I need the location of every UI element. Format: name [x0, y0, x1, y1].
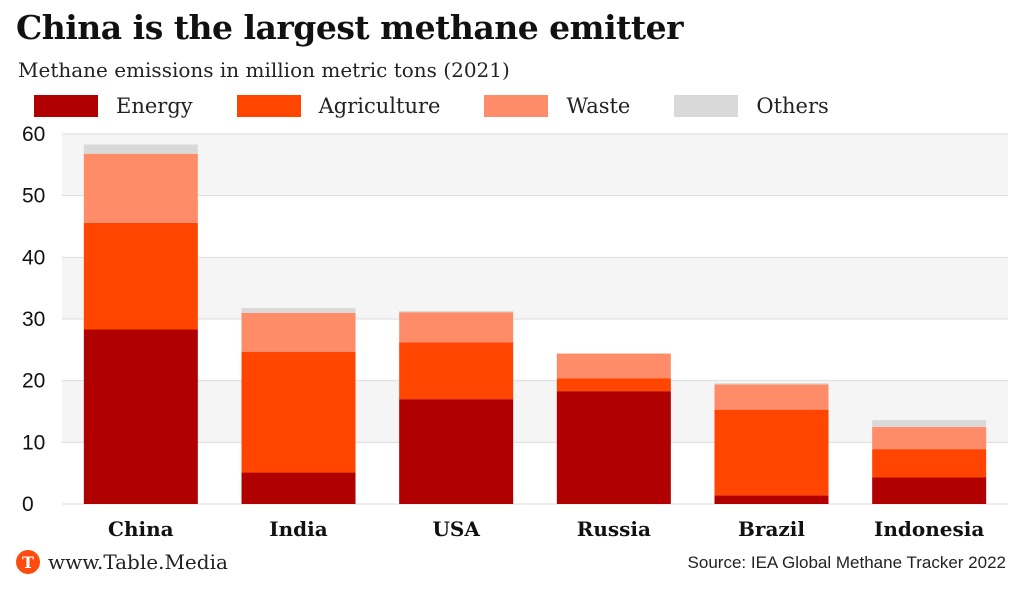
- x-tick-label: Russia: [577, 517, 651, 541]
- y-tick-label: 60: [22, 124, 45, 146]
- legend-item-agriculture: Agriculture: [236, 94, 441, 118]
- brand-url: www.Table.Media: [48, 550, 228, 574]
- legend-item-others: Others: [674, 94, 829, 118]
- bar-segment-others: [399, 310, 514, 313]
- y-tick-label: 20: [22, 370, 45, 393]
- bar-segment-waste: [399, 312, 514, 343]
- brand-logo-icon: T: [16, 550, 40, 574]
- y-tick-label: 50: [22, 185, 45, 208]
- bar-segment-waste: [241, 312, 356, 352]
- bar-segment-energy: [872, 477, 987, 504]
- y-tick-label: 30: [22, 308, 45, 331]
- bar-segment-energy: [241, 472, 356, 504]
- bar-segment-others: [714, 383, 829, 385]
- grid-band: [62, 319, 1008, 381]
- legend: Energy Agriculture Waste Others: [34, 94, 873, 118]
- bar-segment-agriculture: [714, 409, 829, 496]
- bar-segment-agriculture: [556, 378, 671, 392]
- legend-item-waste: Waste: [484, 94, 630, 118]
- grid-band: [62, 257, 1008, 319]
- bar-segment-energy: [83, 329, 198, 504]
- x-tick-label: Brazil: [738, 517, 805, 541]
- legend-swatch-agriculture: [236, 95, 301, 117]
- x-tick-label: India: [269, 517, 327, 541]
- y-tick-label: 10: [22, 431, 45, 454]
- bar-segment-waste: [714, 384, 829, 410]
- bar-segment-agriculture: [399, 342, 514, 400]
- source-note: Source: IEA Global Methane Tracker 2022: [687, 553, 1006, 572]
- bar-segment-others: [83, 144, 198, 154]
- x-tick-label: USA: [432, 517, 480, 541]
- bar-segment-agriculture: [83, 222, 198, 330]
- y-tick-label: 40: [22, 246, 45, 269]
- stacked-bar-chart: 0 10 20 30 40 50 60 China India USA Russia Brazil In…: [22, 124, 1008, 541]
- chart-subtitle: Methane emissions in million metric tons…: [18, 58, 510, 82]
- legend-label: Energy: [116, 94, 193, 118]
- legend-item-energy: Energy: [34, 94, 193, 118]
- bar-segment-energy: [399, 399, 514, 504]
- bar-segment-waste: [83, 153, 198, 223]
- bar-segment-others: [872, 420, 987, 427]
- grid-band: [62, 134, 1008, 196]
- legend-swatch-others: [674, 95, 739, 117]
- chart-title: China is the largest methane emitter: [16, 8, 684, 47]
- bar-segment-energy: [714, 495, 829, 504]
- bar-segment-others: [241, 307, 356, 313]
- bar-segment-agriculture: [241, 351, 356, 473]
- legend-label: Others: [756, 94, 829, 118]
- grid-band: [62, 380, 1008, 443]
- brand-footer: T www.Table.Media: [16, 550, 228, 574]
- bar-segment-energy: [556, 391, 671, 504]
- grid-band: [62, 442, 1008, 504]
- legend-swatch-waste: [484, 95, 549, 117]
- grid-band: [62, 195, 1008, 258]
- bar-segment-waste: [556, 353, 671, 379]
- x-tick-label: China: [108, 517, 174, 541]
- y-tick-label: 0: [22, 493, 34, 516]
- bar-segment-waste: [872, 426, 987, 450]
- x-tick-label: Indonesia: [874, 517, 984, 541]
- legend-label: Waste: [566, 94, 631, 118]
- legend-swatch-energy: [34, 95, 98, 117]
- legend-label: Agriculture: [318, 94, 441, 118]
- bar-segment-agriculture: [872, 449, 987, 478]
